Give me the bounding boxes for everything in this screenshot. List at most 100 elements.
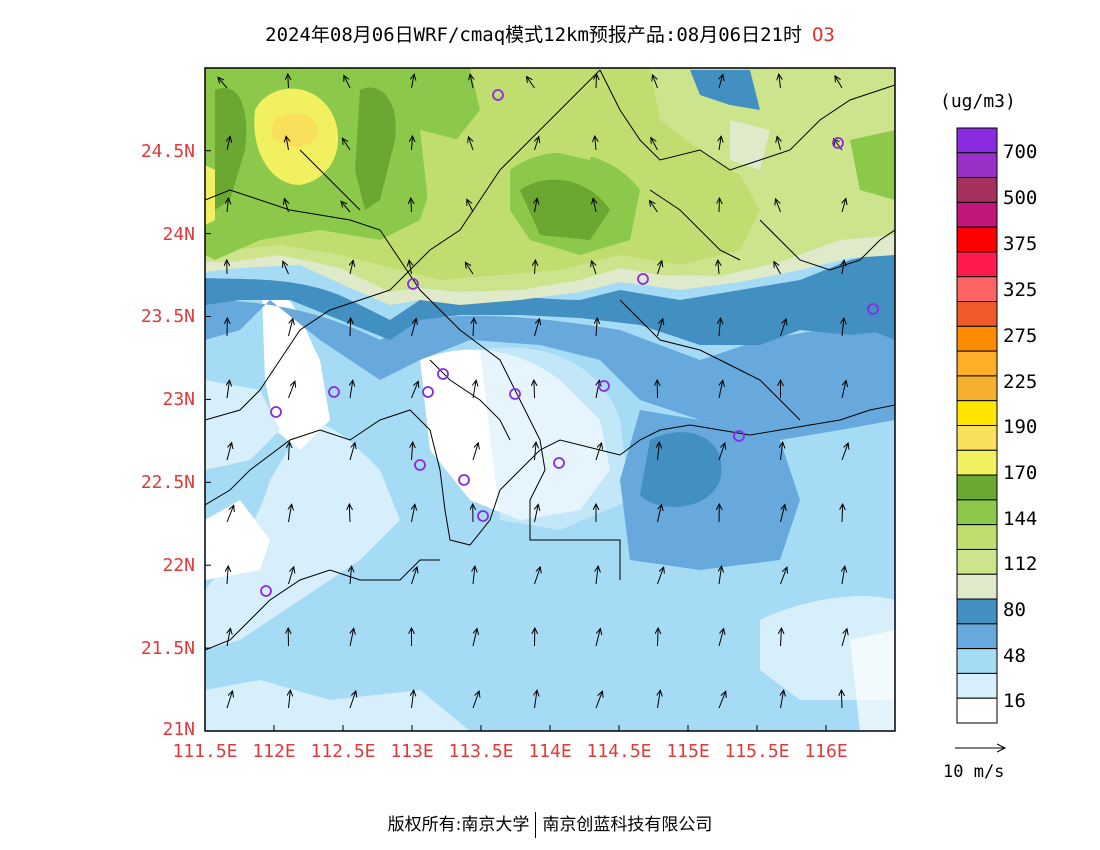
colorbar-swatch — [956, 375, 998, 402]
station-marker — [637, 273, 649, 285]
colorbar-swatch — [956, 672, 998, 699]
wind-arrow — [535, 690, 538, 709]
wind-arrow — [226, 505, 234, 523]
wind-arrow — [780, 567, 787, 585]
colorbar-swatch — [956, 301, 998, 327]
wind-arrow — [350, 566, 352, 585]
colorbar-swatch — [956, 177, 998, 203]
wind-arrow — [842, 318, 844, 337]
species-label: O3 — [811, 24, 835, 46]
wind-arrow — [841, 629, 847, 647]
wind-arrow — [470, 74, 473, 89]
station-marker — [867, 303, 879, 315]
wind-arrow — [411, 319, 417, 337]
wind-arrow — [842, 260, 844, 275]
wind-arrow — [465, 262, 474, 275]
colorbar-swatch — [956, 226, 998, 253]
colorbar-swatch — [956, 400, 998, 427]
wind-arrow — [289, 690, 291, 709]
station-marker — [422, 386, 434, 398]
colorbar-label: 325 — [1003, 279, 1038, 301]
station-marker — [414, 459, 426, 471]
wind-arrow — [596, 318, 597, 337]
station-marker — [260, 585, 272, 597]
wind-arrow — [652, 75, 658, 89]
lon-label: 112E — [252, 741, 296, 762]
wind-arrow — [835, 76, 843, 89]
lat-label: 21N — [162, 719, 195, 740]
colorbar-units: (ug/m3) — [940, 91, 1016, 112]
wind-arrow — [411, 198, 412, 213]
colorbar-label: 80 — [1003, 599, 1026, 621]
wind-arrow — [468, 137, 473, 151]
colorbar-swatch — [956, 152, 998, 179]
station-marker — [733, 430, 745, 442]
wind-arrow — [780, 319, 787, 337]
wind-arrow — [781, 690, 784, 709]
wind-arrow — [534, 319, 540, 337]
boundary-lines — [205, 69, 895, 651]
wind-arrow — [535, 198, 538, 213]
wind-arrow — [226, 443, 232, 461]
station-marker — [458, 474, 470, 486]
colorbar-swatch — [956, 201, 998, 228]
wind-arrow — [467, 199, 474, 213]
lon-label: 114E — [528, 741, 572, 762]
colorbar-label: 500 — [1003, 187, 1038, 209]
wind-arrow — [841, 443, 848, 461]
lon-label: 115E — [666, 741, 710, 762]
colorbar-label: 190 — [1003, 416, 1038, 438]
colorbar-swatch — [956, 449, 998, 476]
wind-arrow — [658, 442, 660, 461]
wind-arrow — [535, 442, 537, 461]
wind-arrow — [718, 380, 723, 399]
reference-vector-label: 10 m/s — [943, 762, 1005, 782]
wind-arrow — [658, 690, 661, 709]
wind-arrow — [288, 381, 295, 399]
wind-arrow — [591, 261, 596, 275]
wind-arrow — [350, 260, 353, 275]
wind-arrow — [472, 691, 479, 709]
wind-arrow — [526, 77, 535, 89]
wind-arrow — [226, 691, 233, 709]
wind-arrow — [411, 381, 419, 399]
wind-arrow — [350, 318, 351, 337]
wind-arrow — [719, 136, 721, 151]
copyright: 版权所有:南京大学 南京创蓝科技有限公司 — [0, 810, 1100, 838]
wind-arrow — [593, 198, 596, 213]
wind-arrow — [718, 691, 726, 709]
wind-arrow — [842, 504, 843, 523]
station-marker — [270, 406, 282, 418]
wind-arrow — [227, 136, 230, 151]
title-text: 2024年08月06日WRF/cmaq模式12km预报产品:08月06日21时 — [265, 24, 802, 46]
wind-arrow — [411, 567, 418, 585]
colorbar-swatch — [956, 623, 998, 650]
lat-label: 22.5N — [140, 472, 195, 493]
lat-label: 22N — [162, 555, 195, 576]
colorbar-swatch — [956, 474, 998, 501]
wind-arrow — [344, 75, 351, 89]
wind-arrow — [657, 504, 662, 523]
lon-label: 115.5E — [724, 741, 790, 762]
wind-arrow — [719, 318, 721, 337]
station-marker — [509, 388, 521, 400]
lon-label: 113E — [390, 741, 434, 762]
wind-arrow — [289, 442, 290, 461]
wind-arrow — [286, 136, 288, 151]
wind-arrow — [651, 138, 658, 151]
colorbar-swatch — [956, 499, 998, 526]
wind-arrow — [658, 628, 659, 647]
reference-vector-arrowhead — [996, 743, 1007, 753]
colorbar — [956, 127, 998, 724]
colorbar-label: 144 — [1003, 508, 1038, 530]
wind-arrow — [534, 567, 541, 585]
wind-arrow — [534, 504, 539, 523]
wind-arrow — [227, 198, 228, 213]
wind-arrow — [349, 691, 356, 709]
wind-arrow — [227, 628, 230, 647]
wind-arrow — [718, 260, 719, 275]
wind-arrow — [657, 261, 662, 275]
wind-arrow — [288, 74, 289, 89]
wind-arrow — [349, 628, 354, 647]
wind-arrow — [412, 74, 415, 89]
